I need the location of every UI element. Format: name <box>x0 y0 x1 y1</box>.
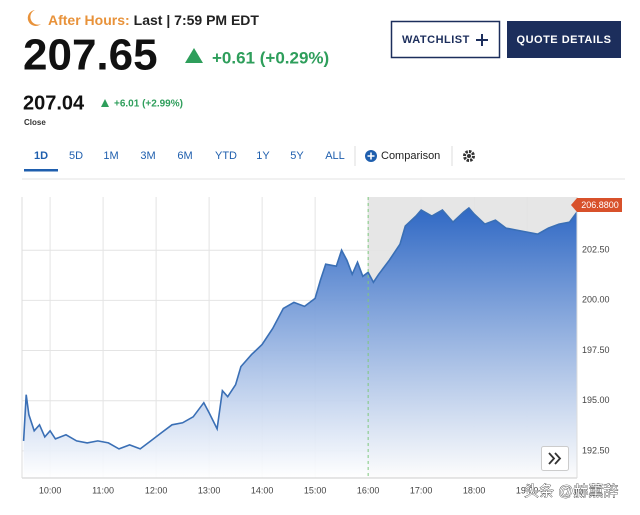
settings-icon[interactable] <box>463 150 475 162</box>
session-line: After Hours: Last | 7:59 PM EDT <box>48 12 259 28</box>
range-tab[interactable]: 5Y <box>290 150 304 162</box>
plus-icon[interactable] <box>476 34 488 46</box>
range-tab[interactable]: 1D <box>34 150 48 162</box>
close-label: Close <box>24 118 46 127</box>
comparison-plus[interactable] <box>367 152 375 160</box>
x-tick-label: 15:00 <box>304 485 327 495</box>
session-info: Last | 7:59 PM EDT <box>134 12 260 28</box>
x-tick-label: 17:00 <box>410 485 433 495</box>
x-tick-label: 19:00 <box>516 485 539 495</box>
y-tick-label: 200.00 <box>582 295 610 305</box>
price-change: +0.61 (+0.29%) <box>212 48 329 67</box>
gear[interactable] <box>463 150 475 162</box>
range-tabs: 1D 5D 1M 3M 6M YTD 1Y 5Y ALL <box>24 150 345 172</box>
up-arrow-small <box>101 99 109 107</box>
last-price-label: 206.8800 <box>581 200 619 210</box>
price: 207.65 <box>23 31 158 80</box>
x-tick-label: 11:00 <box>92 485 114 495</box>
session-label: After Hours: <box>48 12 130 28</box>
watermark: 头条 @赫薰辞 <box>524 483 618 500</box>
x-tick-label: 10:00 <box>39 485 62 495</box>
range-tab[interactable]: 6M <box>177 150 192 162</box>
chart: 192.50 195.00 197.50 200.00 202.50 10:00 11:00… <box>21 197 622 495</box>
range-tab[interactable]: 3M <box>140 150 155 162</box>
x-tick-label: 14:00 <box>251 485 274 495</box>
quote-details-label[interactable]: QUOTE DETAILS <box>517 34 612 46</box>
active-tab-underline <box>24 169 58 172</box>
gear-center[interactable] <box>467 154 471 158</box>
last-price-tag <box>571 198 622 213</box>
x-tick-label: 12:00 <box>145 485 168 495</box>
range-tab[interactable]: 1M <box>103 150 118 162</box>
range-tab[interactable]: 1Y <box>256 150 270 162</box>
y-tick-label: 202.50 <box>582 245 610 255</box>
moon-icon <box>27 10 41 26</box>
y-tick-label: 192.50 <box>582 445 610 455</box>
x-tick-label: 18:00 <box>463 485 486 495</box>
up-arrow <box>185 48 203 63</box>
close-price: 207.04 <box>23 92 85 114</box>
range-tab[interactable]: ALL <box>325 150 345 162</box>
comparison-label[interactable]: Comparison <box>381 150 440 162</box>
range-tab[interactable]: 5D <box>69 150 83 162</box>
price-line <box>22 206 578 450</box>
area-fill <box>23 208 578 478</box>
quote-details-button[interactable] <box>507 21 621 58</box>
chevrons[interactable] <box>548 452 562 465</box>
y-tick-label: 195.00 <box>582 395 610 405</box>
x-tick-label: 13:00 <box>198 485 221 495</box>
range-tab[interactable]: YTD <box>215 150 237 162</box>
x-tick-label: 16:00 <box>357 485 380 495</box>
watchlist-label[interactable]: WATCHLIST <box>402 34 470 46</box>
y-tick-label: 197.50 <box>582 345 610 355</box>
close-change: +6.01 (+2.99%) <box>114 99 183 110</box>
